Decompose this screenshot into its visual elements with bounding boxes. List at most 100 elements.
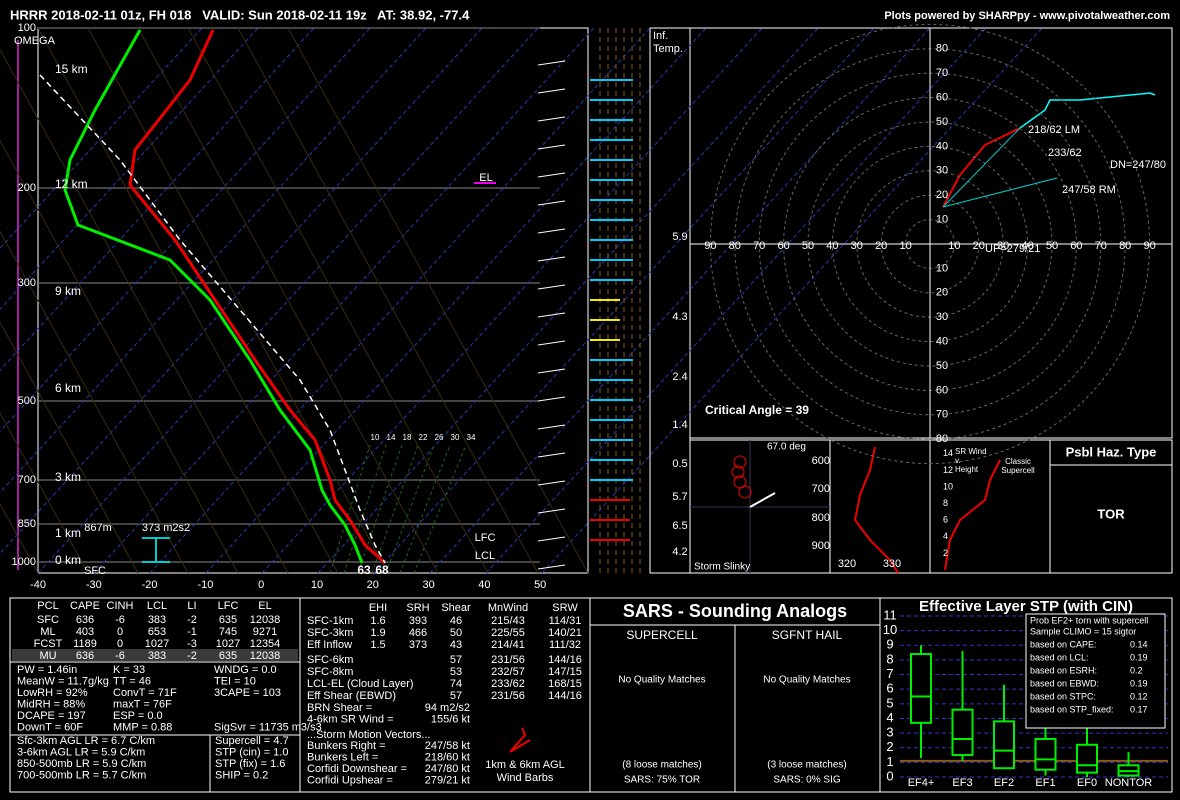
kin-cell: 233/62: [491, 678, 525, 690]
panel-frames: [9, 27, 1173, 793]
stp-tick: 8: [886, 651, 893, 666]
hodo-tick: 50: [802, 240, 814, 252]
theta-pressure: 900: [812, 540, 830, 552]
hodo-tick: 70: [753, 240, 765, 252]
thermo-header: LI: [187, 600, 196, 612]
sfc-label: SFC: [84, 565, 106, 577]
isotherm: [93, 27, 595, 574]
stp-tick: 2: [886, 739, 893, 754]
kin-cell: 214/41: [491, 639, 525, 651]
lapse-rate: 700-500mb LR = 5.7 C/km: [17, 769, 146, 781]
prob-label: based on STP_fixed:: [1030, 704, 1114, 714]
isotherm: [541, 27, 1043, 574]
motion-label: Bunkers Right =: [307, 740, 386, 752]
theta-pressure: 700: [812, 483, 830, 495]
composite: STP (cin) = 1.0: [215, 746, 288, 758]
height-label: 15 km: [55, 62, 88, 76]
sars-summary: SARS: 0% SIG: [773, 775, 840, 786]
sr-legend: Classic: [1005, 457, 1031, 466]
inf-title: Temp.: [653, 43, 683, 55]
temp-tick: 0: [258, 579, 264, 591]
hodo-tick: 20: [875, 240, 887, 252]
kin-cell: 140/21: [548, 627, 582, 639]
thermo-cell: 12038: [250, 614, 281, 626]
kin-cell: 232/57: [491, 666, 525, 678]
sfc-dewpoint: 63: [357, 563, 371, 577]
height-label: 6 km: [55, 381, 81, 395]
kin-cell: 111/32: [549, 639, 581, 651]
wind-barb: [537, 144, 566, 150]
isotherm: [0, 27, 203, 249]
inf-title: Inf.: [653, 30, 668, 42]
hodo-tick: 10: [899, 240, 911, 252]
barb-caption: 1km & 6km AGL: [485, 759, 564, 771]
mixing-ratio: [343, 444, 387, 574]
thermo-cell: -2: [187, 614, 197, 626]
inf-value: 0.5: [672, 458, 687, 470]
hodo-tick: 80: [936, 433, 948, 445]
kin-cell: 74: [450, 678, 462, 690]
thermo-cell: -3: [187, 638, 197, 650]
sr-title: Height: [955, 465, 979, 474]
height-label: 1 km: [55, 526, 81, 540]
prob-value: 0.2: [1130, 665, 1143, 675]
sr-title: SR Wind: [955, 447, 987, 456]
hodo-tick: 10: [936, 262, 948, 274]
thermo-cell: 0: [117, 626, 123, 638]
wind-barb: [537, 88, 566, 94]
hodo-tick: 80: [729, 240, 741, 252]
hodo-tick: 20: [936, 287, 948, 299]
stp-category: EF1: [1035, 777, 1055, 789]
height-label: 9 km: [55, 284, 81, 298]
wind-barb: [537, 564, 566, 570]
composite: Supercell = 4.7: [215, 735, 289, 747]
wind-barb: [537, 340, 566, 346]
hodo-tick: 40: [936, 336, 948, 348]
hodo-tick: 10: [948, 240, 960, 252]
barb-caption: Wind Barbs: [497, 772, 554, 784]
sr-legend: Supercell: [1001, 466, 1035, 475]
inf-value: 6.5: [672, 520, 687, 532]
inf-value: 2.4: [672, 371, 687, 383]
kin-cell: 43: [450, 639, 462, 651]
thermo-cell: MU: [39, 650, 56, 662]
inf-value: 5.9: [672, 231, 687, 243]
stp-title: Effective Layer STP (with CIN): [919, 598, 1133, 615]
stp-tick: 9: [886, 637, 893, 652]
stp-box: [1076, 743, 1098, 774]
sr-height: 12: [943, 465, 953, 475]
prob-label: based on EBWD:: [1030, 678, 1099, 688]
kin-header: EHI: [369, 602, 387, 614]
wind-barb: [537, 256, 566, 262]
critical-angle: Critical Angle = 39: [705, 403, 809, 417]
hodo-tick: 40: [826, 240, 838, 252]
wind-barb: [537, 508, 566, 514]
thermo-header: CINH: [107, 600, 134, 612]
mixing-ratio-label: 10: [371, 433, 380, 442]
isotherm: [0, 27, 259, 310]
mixing-ratio: [371, 444, 419, 574]
thermo-cell: ML: [40, 626, 55, 638]
stp-box: [1034, 737, 1057, 771]
isotherm: [37, 27, 539, 574]
thermo-cell: 636: [76, 614, 94, 626]
pressure-label: 100: [18, 22, 36, 34]
stp-tick: 6: [886, 681, 893, 696]
hodo-tick: 50: [1046, 240, 1058, 252]
dry-adiabat: [0, 48, 289, 574]
lapse-rate: 3-6km AGL LR = 5.9 C/km: [17, 746, 145, 758]
motion-value: 279/21 kt: [425, 774, 470, 786]
prob-value: 0.19: [1130, 678, 1148, 688]
sr-height: 10: [943, 481, 953, 491]
header-credit: Plots powered by SHARPpy - www.pivotalwe…: [884, 10, 1170, 22]
kin-cell: 466: [409, 627, 427, 639]
kin-cell: LCL-EL (Cloud Layer): [307, 678, 414, 690]
omega-label: OMEGA: [14, 35, 56, 47]
thermo-cell: 1189: [73, 638, 97, 650]
index: DCAPE = 197: [17, 710, 86, 722]
thermo-cell: -6: [115, 650, 125, 662]
kin-cell: 393: [409, 615, 427, 627]
dry-adiabat: [187, 27, 489, 574]
hodo-tick: 90: [1143, 240, 1155, 252]
thermo-cell: 635: [219, 614, 237, 626]
